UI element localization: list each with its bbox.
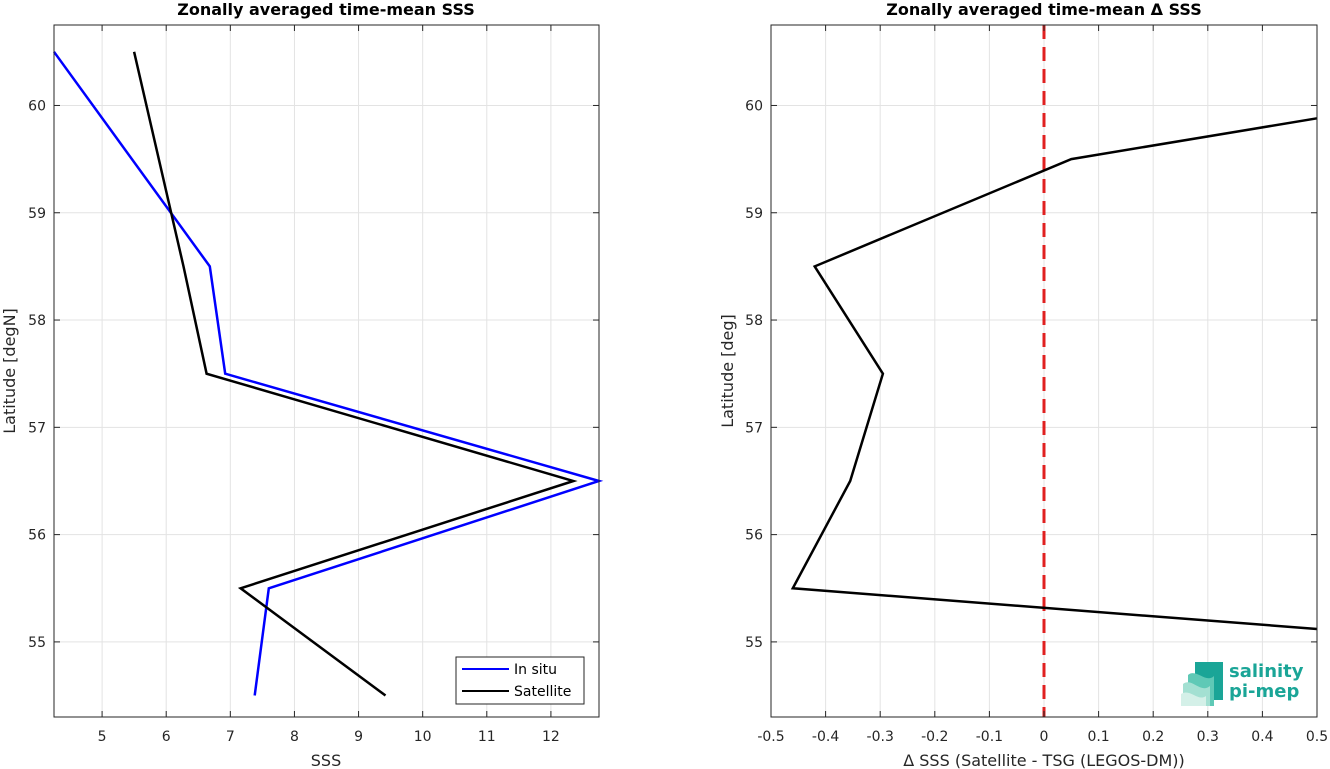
logo-line2: pi-mep bbox=[1229, 681, 1299, 702]
delta-sss-x-tick-label: 0.5 bbox=[1306, 729, 1328, 745]
sss-x-tick-label: 5 bbox=[98, 729, 107, 745]
logo-wave-shape bbox=[1181, 692, 1206, 706]
delta-sss-x-tick-label: -0.3 bbox=[867, 729, 894, 745]
sss-y-axis-label: Latitude [degN] bbox=[0, 308, 19, 434]
series-line-satellite bbox=[132, 51, 578, 697]
delta-sss-panel-title: Zonally averaged time-mean Δ SSS bbox=[886, 0, 1202, 19]
delta-sss-y-tick-label: 57 bbox=[745, 420, 763, 436]
sss-legend: In situ Satellite bbox=[455, 656, 585, 705]
sss-y-tick-label: 56 bbox=[28, 528, 46, 544]
sss-axes-box bbox=[53, 24, 600, 718]
delta-sss-grid bbox=[770, 25, 1318, 717]
salinity-pi-mep-logo: salinity pi-mep bbox=[1181, 661, 1304, 706]
delta-sss-x-tick-label: 0.3 bbox=[1197, 729, 1219, 745]
sss-y-tick-label: 59 bbox=[28, 206, 46, 222]
delta-sss-x-tick-label: 0.4 bbox=[1251, 729, 1273, 745]
sss-panel-title: Zonally averaged time-mean SSS bbox=[177, 0, 475, 19]
delta-sss-x-tick-label: 0.1 bbox=[1087, 729, 1109, 745]
sss-x-tick-label: 6 bbox=[162, 729, 171, 745]
delta-sss-x-tick-label: 0 bbox=[1040, 729, 1049, 745]
delta-sss-series-layer bbox=[790, 117, 1318, 631]
sss-x-tick-label: 8 bbox=[290, 729, 299, 745]
delta-sss-x-axis-label: Δ SSS (Satellite - TSG (LEGOS-DM)) bbox=[903, 751, 1185, 769]
delta-sss-x-tick-label: -0.4 bbox=[812, 729, 839, 745]
sss-y-tick-label: 58 bbox=[28, 313, 46, 329]
logo-wave-mark bbox=[1181, 662, 1223, 706]
delta-sss-y-tick-label: 59 bbox=[745, 206, 763, 222]
delta-sss-x-tick-label: -0.1 bbox=[976, 729, 1003, 745]
sss-x-tick-label: 7 bbox=[226, 729, 235, 745]
logo-line1: salinity bbox=[1229, 661, 1304, 682]
sss-panel: Zonally averaged time-mean SSS 5 6 7 8 9 10 11… bbox=[0, 0, 604, 769]
delta-sss-x-tick-label: 0.2 bbox=[1142, 729, 1164, 745]
sss-y-tick-label: 57 bbox=[28, 420, 46, 436]
legend-box bbox=[455, 656, 585, 705]
sss-series-layer bbox=[52, 51, 604, 697]
sss-x-axis-label: SSS bbox=[311, 751, 341, 769]
delta-sss-y-tick-label: 55 bbox=[745, 635, 763, 651]
delta-sss-x-tick-label: -0.2 bbox=[921, 729, 948, 745]
sss-x-tick-label: 9 bbox=[354, 729, 363, 745]
sss-y-tick-label: 55 bbox=[28, 635, 46, 651]
delta-sss-y-axis-label: Latitude [deg] bbox=[718, 314, 737, 428]
sss-x-tick-label: 11 bbox=[478, 729, 496, 745]
delta-sss-y-tick-label: 56 bbox=[745, 528, 763, 544]
delta-sss-panel: Zonally averaged time-mean Δ SSS -0.5 -0.… bbox=[718, 0, 1328, 769]
legend-label-in-situ: In situ bbox=[514, 662, 557, 678]
sss-y-tick-label: 60 bbox=[28, 98, 46, 114]
series-line-delta-sss bbox=[790, 117, 1318, 631]
delta-sss-y-tick-label: 60 bbox=[745, 98, 763, 114]
delta-sss-ticks: -0.5 -0.4 -0.3 -0.2 -0.1 0 0.1 0.2 0.3 0.4 0.5 55 56… bbox=[745, 25, 1328, 745]
series-line-in-situ bbox=[52, 51, 604, 696]
legend-label-satellite: Satellite bbox=[514, 684, 571, 700]
delta-sss-y-tick-label: 58 bbox=[745, 313, 763, 329]
sss-grid bbox=[54, 25, 599, 717]
delta-sss-x-tick-label: -0.5 bbox=[757, 729, 784, 745]
sss-x-tick-label: 10 bbox=[414, 729, 432, 745]
sss-x-tick-label: 12 bbox=[542, 729, 560, 745]
